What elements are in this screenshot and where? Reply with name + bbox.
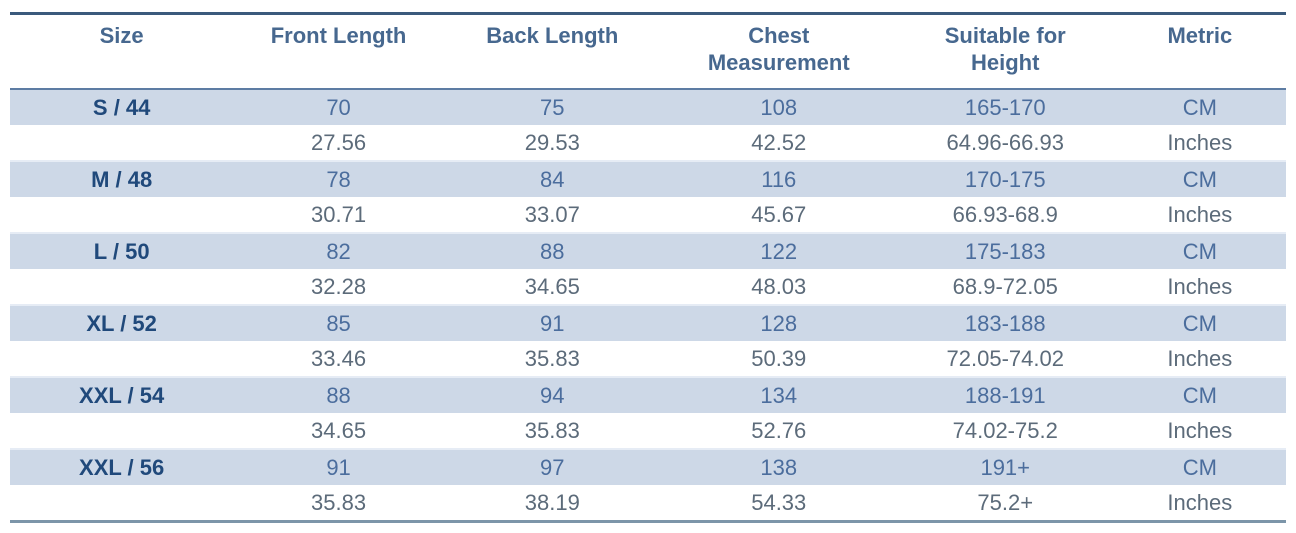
table-row: XXL / 56 91 97 138 191+ CM <box>10 448 1286 485</box>
suitable-height-cell: 170-175 <box>896 160 1114 197</box>
suitable-height-cell: 188-191 <box>896 376 1114 413</box>
suitable-height-cell: 66.93-68.9 <box>896 197 1114 233</box>
metric-cell: CM <box>1113 448 1286 485</box>
front-length-cell: 30.71 <box>233 197 444 233</box>
chest-measurement-cell: 108 <box>660 88 897 125</box>
back-length-cell: 84 <box>443 160 661 197</box>
size-chart-table: Size Front Length Back Length Chest Measure… <box>10 12 1286 523</box>
size-cell <box>10 341 234 377</box>
front-length-cell: 27.56 <box>233 125 444 161</box>
suitable-height-cell: 72.05-74.02 <box>896 341 1114 377</box>
table-body: S / 44 70 75 108 165-170 CM 27.56 29.53 … <box>10 88 1286 522</box>
back-length-cell: 33.07 <box>443 197 661 233</box>
table-row: XL / 52 85 91 128 183-188 CM <box>10 304 1286 341</box>
chest-measurement-cell: 128 <box>660 304 897 341</box>
back-length-cell: 97 <box>443 448 661 485</box>
front-length-cell: 88 <box>233 376 444 413</box>
metric-cell: Inches <box>1113 269 1286 305</box>
metric-cell: Inches <box>1113 341 1286 377</box>
chest-measurement-cell: 138 <box>660 448 897 485</box>
front-length-cell: 32.28 <box>233 269 444 305</box>
column-header: Front Length <box>233 13 444 90</box>
table-row: 34.65 35.83 52.76 74.02-75.2 Inches <box>10 413 1286 449</box>
column-header: Size <box>10 13 234 90</box>
table-row: XXL / 54 88 94 134 188-191 CM <box>10 376 1286 413</box>
chest-measurement-cell: 54.33 <box>660 485 897 522</box>
chest-measurement-cell: 52.76 <box>660 413 897 449</box>
front-length-cell: 70 <box>233 88 444 125</box>
metric-cell: Inches <box>1113 125 1286 161</box>
suitable-height-cell: 191+ <box>896 448 1114 485</box>
suitable-height-cell: 75.2+ <box>896 485 1114 522</box>
size-cell: M / 48 <box>10 160 234 197</box>
table-row: 35.83 38.19 54.33 75.2+ Inches <box>10 485 1286 522</box>
header-row: Size Front Length Back Length Chest Measure… <box>10 13 1286 90</box>
size-cell: S / 44 <box>10 88 234 125</box>
table-row: M / 48 78 84 116 170-175 CM <box>10 160 1286 197</box>
chest-measurement-cell: 42.52 <box>660 125 897 161</box>
metric-cell: CM <box>1113 88 1286 125</box>
table-row: S / 44 70 75 108 165-170 CM <box>10 88 1286 125</box>
metric-cell: CM <box>1113 304 1286 341</box>
table-row: 27.56 29.53 42.52 64.96-66.93 Inches <box>10 125 1286 161</box>
chest-measurement-cell: 50.39 <box>660 341 897 377</box>
table-row: L / 50 82 88 122 175-183 CM <box>10 232 1286 269</box>
back-length-cell: 29.53 <box>443 125 661 161</box>
size-cell <box>10 269 234 305</box>
suitable-height-cell: 74.02-75.2 <box>896 413 1114 449</box>
suitable-height-cell: 175-183 <box>896 232 1114 269</box>
chest-measurement-cell: 45.67 <box>660 197 897 233</box>
column-header: Chest Measurement <box>660 13 897 90</box>
back-length-cell: 35.83 <box>443 413 661 449</box>
back-length-cell: 35.83 <box>443 341 661 377</box>
metric-cell: CM <box>1113 160 1286 197</box>
front-length-cell: 34.65 <box>233 413 444 449</box>
column-header: Metric <box>1113 13 1286 90</box>
back-length-cell: 38.19 <box>443 485 661 522</box>
size-cell <box>10 413 234 449</box>
back-length-cell: 88 <box>443 232 661 269</box>
column-header: Back Length <box>443 13 661 90</box>
suitable-height-cell: 183-188 <box>896 304 1114 341</box>
chest-measurement-cell: 116 <box>660 160 897 197</box>
metric-cell: Inches <box>1113 485 1286 522</box>
metric-cell: Inches <box>1113 197 1286 233</box>
front-length-cell: 82 <box>233 232 444 269</box>
back-length-cell: 75 <box>443 88 661 125</box>
back-length-cell: 34.65 <box>443 269 661 305</box>
size-cell <box>10 485 234 522</box>
suitable-height-cell: 64.96-66.93 <box>896 125 1114 161</box>
column-header: Suitable for Height <box>896 13 1114 90</box>
table-row: 33.46 35.83 50.39 72.05-74.02 Inches <box>10 341 1286 377</box>
size-cell: L / 50 <box>10 232 234 269</box>
size-cell <box>10 125 234 161</box>
chest-measurement-cell: 134 <box>660 376 897 413</box>
metric-cell: CM <box>1113 376 1286 413</box>
size-cell <box>10 197 234 233</box>
back-length-cell: 94 <box>443 376 661 413</box>
suitable-height-cell: 68.9-72.05 <box>896 269 1114 305</box>
table-row: 30.71 33.07 45.67 66.93-68.9 Inches <box>10 197 1286 233</box>
front-length-cell: 85 <box>233 304 444 341</box>
front-length-cell: 78 <box>233 160 444 197</box>
size-cell: XXL / 56 <box>10 448 234 485</box>
front-length-cell: 35.83 <box>233 485 444 522</box>
back-length-cell: 91 <box>443 304 661 341</box>
size-cell: XXL / 54 <box>10 376 234 413</box>
table-row: 32.28 34.65 48.03 68.9-72.05 Inches <box>10 269 1286 305</box>
chest-measurement-cell: 122 <box>660 232 897 269</box>
metric-cell: Inches <box>1113 413 1286 449</box>
front-length-cell: 33.46 <box>233 341 444 377</box>
size-cell: XL / 52 <box>10 304 234 341</box>
suitable-height-cell: 165-170 <box>896 88 1114 125</box>
metric-cell: CM <box>1113 232 1286 269</box>
front-length-cell: 91 <box>233 448 444 485</box>
chest-measurement-cell: 48.03 <box>660 269 897 305</box>
